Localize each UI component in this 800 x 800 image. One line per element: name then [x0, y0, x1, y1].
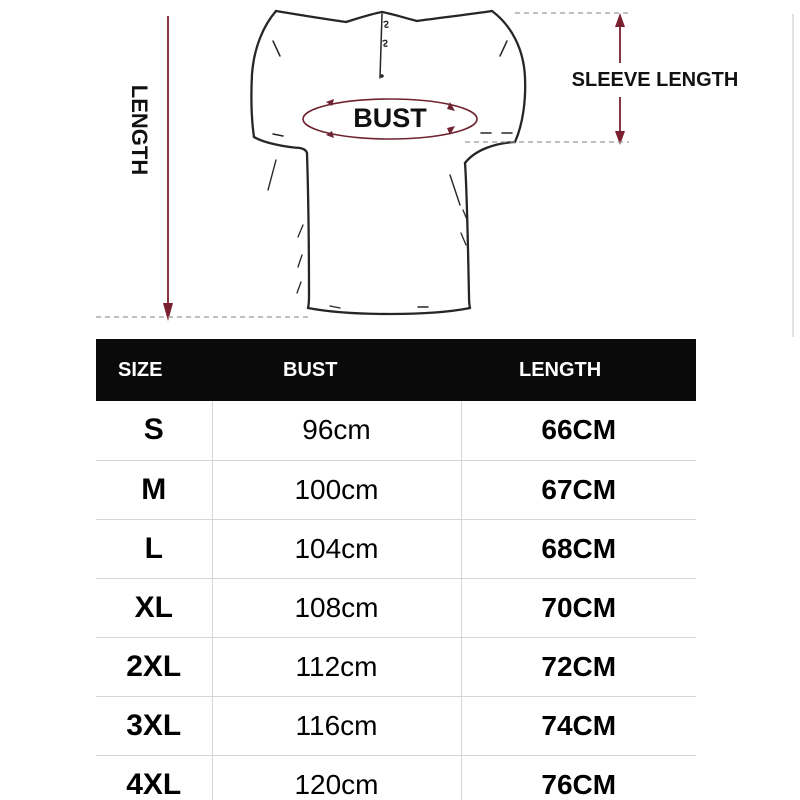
- svg-text:BUST: BUST: [353, 103, 427, 133]
- svg-text:LENGTH: LENGTH: [127, 85, 152, 175]
- svg-text:SLEEVE LENGTH: SLEEVE LENGTH: [572, 69, 739, 91]
